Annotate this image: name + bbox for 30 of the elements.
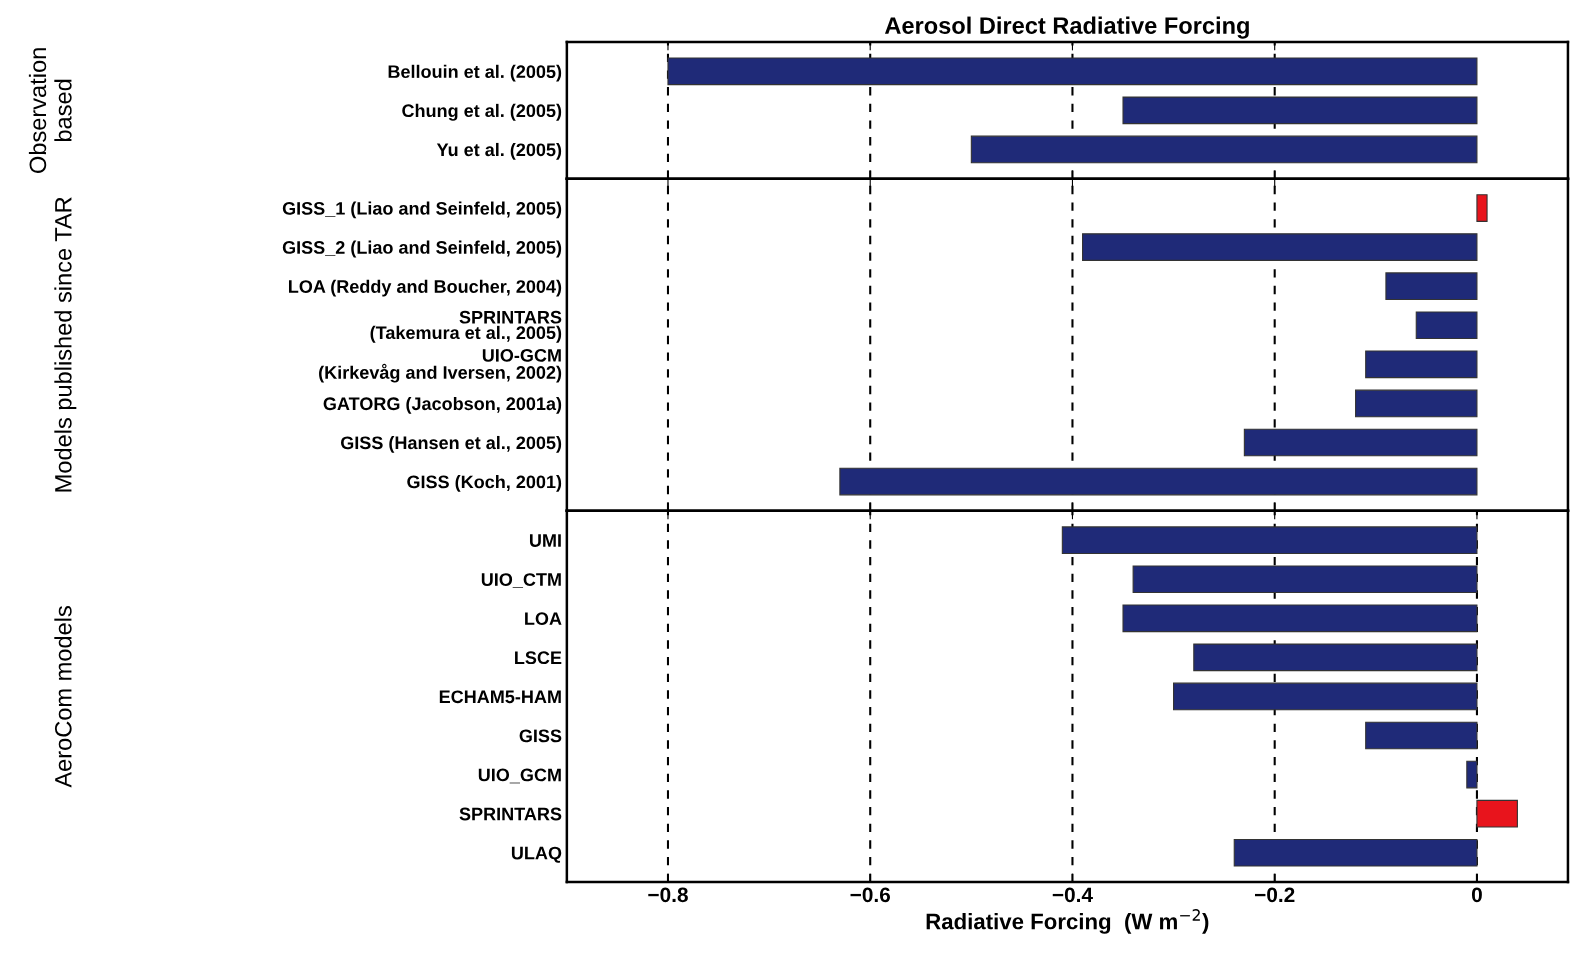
y-tick-label: LSCE [515, 651, 562, 665]
x-tick-label: −0.8 [648, 887, 688, 903]
x-tick-label: 0 [1471, 887, 1482, 903]
y-tick-label: SPRINTARS [459, 807, 562, 821]
y-tick-label: GISS_1 (Liao and Seinfeld, 2005) [282, 201, 562, 219]
y-tick-label: Chung et al. (2005) [402, 103, 562, 121]
y-tick-label: UIO-GCM (Kirkevåg and Iversen, 2002) [319, 348, 562, 383]
y-axis-title: Observation based [28, 48, 72, 173]
chart-title: Aerosol Direct Radiative Forcing [884, 16, 1249, 39]
y-tick-label: ULAQ [511, 846, 562, 863]
y-tick-label: UMI [529, 534, 561, 547]
x-tick-label: −0.2 [1255, 887, 1295, 903]
y-axis-title: AeroCom models [54, 606, 72, 788]
y-tick-label: ECHAM5-HAM [439, 690, 561, 704]
y-tick-label: GISS (Hansen et al., 2005) [340, 435, 562, 453]
y-tick-label: GISS (Koch, 2001) [407, 475, 562, 492]
x-tick-label: −0.6 [850, 887, 891, 903]
y-tick-label: Bellouin et al. (2005) [388, 64, 562, 82]
y-tick-label: LOA [525, 612, 562, 626]
x-axis-title: Radiative Forcing (W m$^{−2}$) [926, 909, 1209, 934]
y-tick-label: GISS [519, 729, 562, 743]
y-tick-label: GISS_2 (Liao and Seinfeld, 2005) [282, 240, 562, 258]
y-tick-label: GATORG (Jacobson, 2001a) [323, 396, 562, 414]
y-tick-label: UIO_CTM [481, 573, 561, 588]
x-tick-label: −0.4 [1052, 887, 1093, 903]
y-tick-label: LOA (Reddy and Boucher, 2004) [288, 279, 562, 297]
y-tick-label: UIO_GCM [478, 768, 561, 784]
y-tick-label: SPRINTARS (Takemura et al., 2005) [370, 310, 562, 343]
y-axis-title: Models published since TAR [54, 197, 77, 492]
y-tick-label: Yu et al. (2005) [436, 142, 562, 160]
